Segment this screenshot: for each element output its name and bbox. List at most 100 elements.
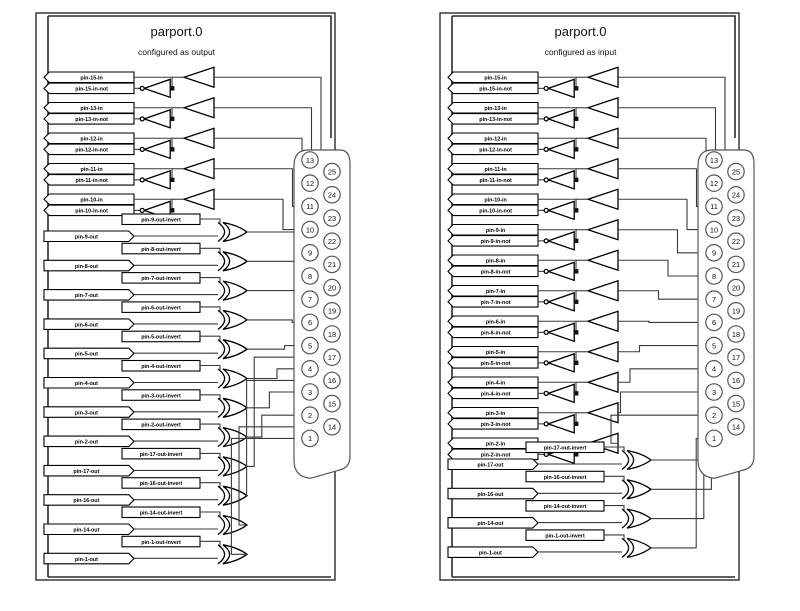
signal-pin-8-out[interactable]: pin-8-out [43, 259, 135, 272]
signal-pin-4-out[interactable]: pin-4-out [43, 376, 135, 389]
signal-pin-6-out[interactable]: pin-6-out [43, 318, 135, 330]
signal-pin-6-in[interactable]: pin-6-in [447, 315, 539, 328]
signal-pin-14-out[interactable]: pin-14-out [43, 523, 135, 536]
signal-pin-12-in-not[interactable]: pin-12-in-not [447, 143, 539, 156]
signal-pin-11-in-not[interactable]: pin-11-in-not [447, 174, 539, 186]
param-pin-7-out-invert[interactable]: pin-7-out-invert [121, 272, 201, 284]
connector-left-pin-2[interactable]: 2 [301, 406, 319, 424]
signal-pin-14-out[interactable]: pin-14-out [447, 517, 539, 529]
signal-pin-12-in[interactable]: pin-12-in [447, 132, 539, 145]
connector-left-pin-3[interactable]: 3 [301, 383, 319, 401]
param-pin-8-out-invert[interactable]: pin-8-out-invert [121, 242, 201, 255]
connector-left-pin-10[interactable]: 10 [301, 220, 319, 239]
signal-pin-10-in-not[interactable]: pin-10-in-not [43, 204, 135, 217]
connector-left-pin-13[interactable]: 13 [301, 151, 319, 169]
connector-left-pin-20[interactable]: 20 [323, 278, 341, 297]
connector-right-pin-23[interactable]: 23 [727, 209, 745, 227]
signal-pin-15-in[interactable]: pin-15-in [43, 71, 135, 84]
connector-right-pin-18[interactable]: 18 [727, 325, 745, 343]
connector-right-pin-19[interactable]: 19 [727, 301, 745, 320]
signal-pin-15-in[interactable]: pin-15-in [447, 71, 539, 84]
connector-right-pin-25[interactable]: 25 [727, 162, 745, 181]
param-pin-6-out-invert[interactable]: pin-6-out-invert [121, 301, 201, 313]
signal-pin-5-out[interactable]: pin-5-out [43, 347, 135, 360]
signal-pin-3-in[interactable]: pin-3-in [447, 406, 539, 419]
connector-left-pin-12[interactable]: 12 [301, 174, 319, 192]
connector-left[interactable]: 1312111098765432125242322212019181716151… [293, 149, 351, 480]
connector-left-pin-8[interactable]: 8 [301, 267, 319, 285]
signal-pin-5-in-not[interactable]: pin-5-in-not [447, 357, 539, 369]
connector-right-pin-13[interactable]: 13 [705, 151, 723, 169]
param-pin-14-out-invert[interactable]: pin-14-out-invert [525, 500, 605, 512]
param-pin-1-out-invert[interactable]: pin-1-out-invert [121, 535, 201, 548]
param-pin-3-out-invert[interactable]: pin-3-out-invert [121, 389, 201, 401]
connector-right[interactable]: 1312111098765432125242322212019181716151… [697, 149, 755, 480]
connector-right-pin-10[interactable]: 10 [705, 220, 723, 239]
signal-pin-4-in-not[interactable]: pin-4-in-not [447, 387, 539, 400]
signal-pin-1-out[interactable]: pin-1-out [43, 552, 135, 565]
signal-pin-3-out[interactable]: pin-3-out [43, 406, 135, 418]
signal-pin-3-in-not[interactable]: pin-3-in-not [447, 418, 539, 430]
param-pin-1-out-invert[interactable]: pin-1-out-invert [525, 529, 605, 541]
connector-right-pin-4[interactable]: 4 [705, 359, 723, 378]
param-pin-16-out-invert[interactable]: pin-16-out-invert [525, 470, 605, 483]
connector-left-pin-4[interactable]: 4 [301, 359, 319, 378]
signal-pin-11-in[interactable]: pin-11-in [43, 162, 135, 175]
connector-left-pin-9[interactable]: 9 [301, 244, 319, 262]
signal-pin-10-in[interactable]: pin-10-in [447, 193, 539, 206]
connector-left-pin-6[interactable]: 6 [301, 313, 319, 332]
param-pin-2-out-invert[interactable]: pin-2-out-invert [121, 418, 201, 431]
connector-right-pin-3[interactable]: 3 [705, 383, 723, 401]
signal-pin-7-out[interactable]: pin-7-out [43, 289, 135, 301]
connector-left-pin-19[interactable]: 19 [323, 301, 341, 320]
param-pin-4-out-invert[interactable]: pin-4-out-invert [121, 359, 201, 372]
signal-pin-11-in[interactable]: pin-11-in [447, 162, 539, 175]
signal-pin-10-in-not[interactable]: pin-10-in-not [447, 204, 539, 217]
signal-pin-7-in[interactable]: pin-7-in [447, 284, 539, 297]
signal-pin-13-in-not[interactable]: pin-13-in-not [43, 113, 135, 125]
signal-pin-16-out[interactable]: pin-16-out [43, 494, 135, 506]
signal-pin-8-in[interactable]: pin-8-in [447, 254, 539, 267]
connector-left-pin-1[interactable]: 1 [301, 429, 319, 448]
param-pin-14-out-invert[interactable]: pin-14-out-invert [121, 506, 201, 519]
signal-pin-12-in-not[interactable]: pin-12-in-not [43, 143, 135, 156]
connector-right-pin-11[interactable]: 11 [705, 197, 723, 216]
connector-left-pin-24[interactable]: 24 [323, 186, 341, 204]
connector-right-pin-15[interactable]: 15 [727, 394, 745, 413]
signal-pin-11-in-not[interactable]: pin-11-in-not [43, 174, 135, 186]
connector-left-pin-7[interactable]: 7 [301, 290, 319, 308]
connector-left-pin-11[interactable]: 11 [301, 197, 319, 216]
connector-right-pin-24[interactable]: 24 [727, 186, 745, 204]
connector-left-pin-18[interactable]: 18 [323, 325, 341, 343]
signal-pin-2-in-not[interactable]: pin-2-in-not [447, 448, 539, 461]
connector-right-pin-17[interactable]: 17 [727, 348, 745, 366]
connector-left-pin-14[interactable]: 14 [323, 417, 341, 436]
signal-pin-9-out[interactable]: pin-9-out [43, 230, 135, 243]
connector-right-pin-7[interactable]: 7 [705, 290, 723, 308]
signal-pin-13-in[interactable]: pin-13-in [43, 101, 135, 114]
signal-pin-12-in[interactable]: pin-12-in [43, 132, 135, 145]
signal-pin-2-in[interactable]: pin-2-in [447, 437, 539, 450]
signal-pin-7-in-not[interactable]: pin-7-in-not [447, 296, 539, 308]
signal-pin-6-in-not[interactable]: pin-6-in-not [447, 326, 539, 339]
signal-pin-13-in[interactable]: pin-13-in [447, 101, 539, 114]
signal-pin-16-out[interactable]: pin-16-out [447, 487, 539, 500]
signal-pin-15-in-not[interactable]: pin-15-in-not [447, 82, 539, 95]
connector-left-pin-23[interactable]: 23 [323, 209, 341, 227]
signal-pin-4-in[interactable]: pin-4-in [447, 376, 539, 389]
connector-left-pin-22[interactable]: 22 [323, 232, 341, 250]
signal-pin-15-in-not[interactable]: pin-15-in-not [43, 82, 135, 95]
connector-left-pin-5[interactable]: 5 [301, 336, 319, 355]
param-pin-16-out-invert[interactable]: pin-16-out-invert [121, 477, 201, 489]
connector-left-pin-15[interactable]: 15 [323, 394, 341, 413]
connector-left-pin-17[interactable]: 17 [323, 348, 341, 366]
connector-right-pin-12[interactable]: 12 [705, 174, 723, 192]
signal-pin-17-out[interactable]: pin-17-out [447, 458, 539, 471]
connector-left-pin-16[interactable]: 16 [323, 371, 341, 390]
connector-right-pin-21[interactable]: 21 [727, 255, 745, 274]
connector-right-pin-5[interactable]: 5 [705, 336, 723, 355]
connector-right-pin-6[interactable]: 6 [705, 313, 723, 332]
connector-right-pin-9[interactable]: 9 [705, 244, 723, 262]
signal-pin-9-in-not[interactable]: pin-9-in-not [447, 235, 539, 247]
signal-pin-8-in-not[interactable]: pin-8-in-not [447, 265, 539, 278]
